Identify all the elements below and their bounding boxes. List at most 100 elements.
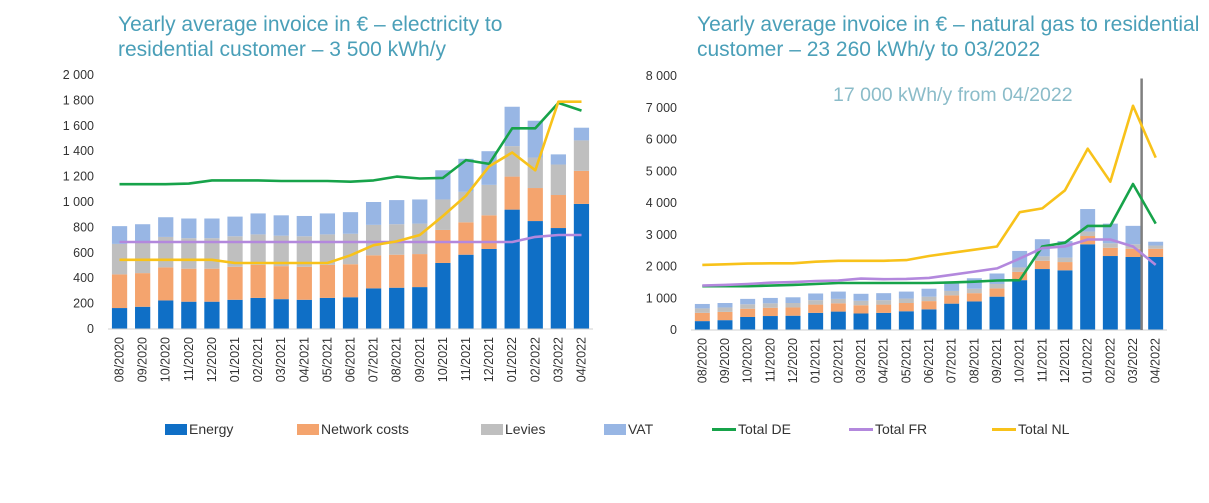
gas-ytick-label: 6 000 [646, 133, 677, 147]
gas-bar-energy [898, 311, 914, 330]
gas-ytick-label: 4 000 [646, 196, 677, 210]
gas-annotation: 17 000 kWh/y from 04/2022 [833, 84, 1073, 106]
gas-bar-levies [1057, 257, 1073, 263]
electricity-xtick-label: 03/2022 [551, 337, 565, 382]
gas-bar-energy [1148, 256, 1164, 330]
electricity-bar-levies [296, 236, 312, 267]
electricity-bar-energy [527, 221, 543, 329]
electricity-xtick-label: 05/2021 [320, 337, 334, 382]
gas-bar-energy [876, 312, 892, 330]
gas-bar-levies [694, 308, 710, 313]
electricity-xtick-label: 11/2020 [182, 337, 196, 381]
gas-xtick-label: 08/2020 [695, 338, 709, 383]
gas-xtick-label: 09/2021 [990, 338, 1004, 383]
electricity-bar-energy [342, 297, 359, 329]
gas-bar-energy [944, 303, 960, 330]
legend-swatch [712, 427, 736, 431]
gas-bar-vat [808, 293, 824, 301]
gas-bar-vat [989, 273, 1005, 284]
electricity-bar-network-costs [135, 273, 151, 307]
legend-item-levies: Levies [481, 421, 545, 437]
gas-bar-vat [830, 291, 846, 299]
electricity-bar-energy [181, 301, 197, 329]
legend-item-total-de: Total DE [712, 421, 791, 437]
gas-bar-levies [1034, 256, 1050, 261]
electricity-xtick-label: 08/2020 [113, 337, 127, 382]
electricity-ytick-label: 2 000 [63, 68, 94, 82]
electricity-ytick-label: 1 800 [63, 93, 94, 107]
electricity-xtick-label: 09/2021 [413, 337, 427, 382]
gas-bar-vat [717, 303, 733, 308]
gas-bar-network-costs [966, 293, 982, 302]
gas-ytick-label: 8 000 [646, 69, 677, 83]
gas-ytick-label: 0 [670, 323, 677, 337]
gas-bar-network-costs [944, 295, 960, 304]
gas-bar-levies [1080, 231, 1096, 237]
electricity-bar-vat [573, 127, 590, 141]
electricity-xtick-label: 10/2021 [436, 337, 450, 382]
electricity-bar-vat [458, 158, 474, 192]
gas-xtick-label: 12/2020 [786, 338, 800, 383]
gas-bar-network-costs [1057, 262, 1073, 271]
electricity-bar-levies [135, 242, 151, 274]
gas-bar-energy [1080, 244, 1096, 330]
gas-xtick-label: 04/2021 [877, 338, 891, 383]
electricity-bar-energy [158, 300, 174, 329]
electricity-xtick-label: 09/2020 [136, 337, 150, 382]
electricity-bar-network-costs [181, 268, 197, 302]
gas-xtick-label: 01/2022 [1081, 338, 1095, 383]
electricity-bar-vat [227, 216, 243, 237]
electricity-xtick-label: 02/2021 [251, 337, 265, 382]
gas-ytick-label: 3 000 [646, 228, 677, 242]
gas-xtick-label: 01/2021 [809, 338, 823, 383]
electricity-bar-vat [273, 215, 289, 236]
gas-bar-vat [762, 297, 778, 304]
gas-xtick-label: 10/2021 [1013, 338, 1027, 383]
gas-bar-network-costs [1148, 248, 1164, 257]
gas-bar-energy [989, 296, 1005, 330]
gas-bar-energy [830, 311, 846, 330]
electricity-bar-vat [527, 120, 543, 158]
electricity-bar-network-costs [365, 255, 382, 289]
electricity-ytick-label: 1 600 [63, 119, 94, 133]
gas-bar-energy [1057, 270, 1073, 330]
gas-bar-vat [966, 278, 982, 289]
electricity-bar-energy [435, 262, 451, 329]
legend-item-energy: Energy [165, 421, 233, 437]
gas-line-total-nl [702, 104, 1157, 267]
legend-label: Network costs [321, 421, 409, 437]
gas-bar-energy [785, 315, 801, 330]
gas-xtick-label: 11/2020 [763, 338, 777, 382]
gas-invoice-chart: 0 1 000 2 000 3 000 4 000 5 000 6 000 7 000 8 00… [646, 69, 1167, 383]
gas-bar-energy [740, 316, 756, 330]
gas-bar-network-costs [808, 304, 824, 313]
electricity-bar-energy [458, 254, 474, 329]
electricity-xtick-label: 04/2021 [297, 337, 311, 382]
gas-xtick-label: 06/2021 [922, 338, 936, 383]
electricity-bar-vat [181, 218, 197, 239]
legend-item-total-nl: Total NL [992, 421, 1069, 437]
electricity-bar-vat [389, 200, 405, 225]
gas-bar-energy [762, 316, 778, 330]
gas-bar-levies [1012, 267, 1028, 272]
gas-xtick-label: 10/2020 [741, 338, 755, 383]
gas-bar-levies [989, 283, 1005, 289]
electricity-bar-energy [504, 209, 520, 329]
electricity-bar-vat [135, 224, 151, 243]
gas-xtick-label: 03/2022 [1126, 338, 1140, 383]
gas-xtick-label: 11/2021 [1035, 338, 1049, 382]
gas-bar-vat [1125, 225, 1141, 245]
electricity-bar-network-costs [550, 195, 566, 229]
chart-title-electricity: Yearly average invoice in € – electricit… [118, 13, 503, 61]
gas-bar-levies [1102, 243, 1118, 248]
chart-title-gas: Yearly average invoice in € – natural ga… [697, 13, 1200, 61]
electricity-xtick-label: 12/2021 [482, 337, 496, 382]
gas-bar-network-costs [1012, 271, 1028, 281]
gas-bar-vat [694, 303, 710, 309]
gas-bar-energy [694, 321, 710, 330]
legend-label: Total NL [1018, 421, 1070, 437]
gas-bar-energy [921, 309, 937, 330]
electricity-xtick-label: 02/2022 [528, 337, 542, 382]
gas-xtick-label: 05/2021 [899, 338, 913, 383]
electricity-bar-network-costs [481, 215, 497, 249]
